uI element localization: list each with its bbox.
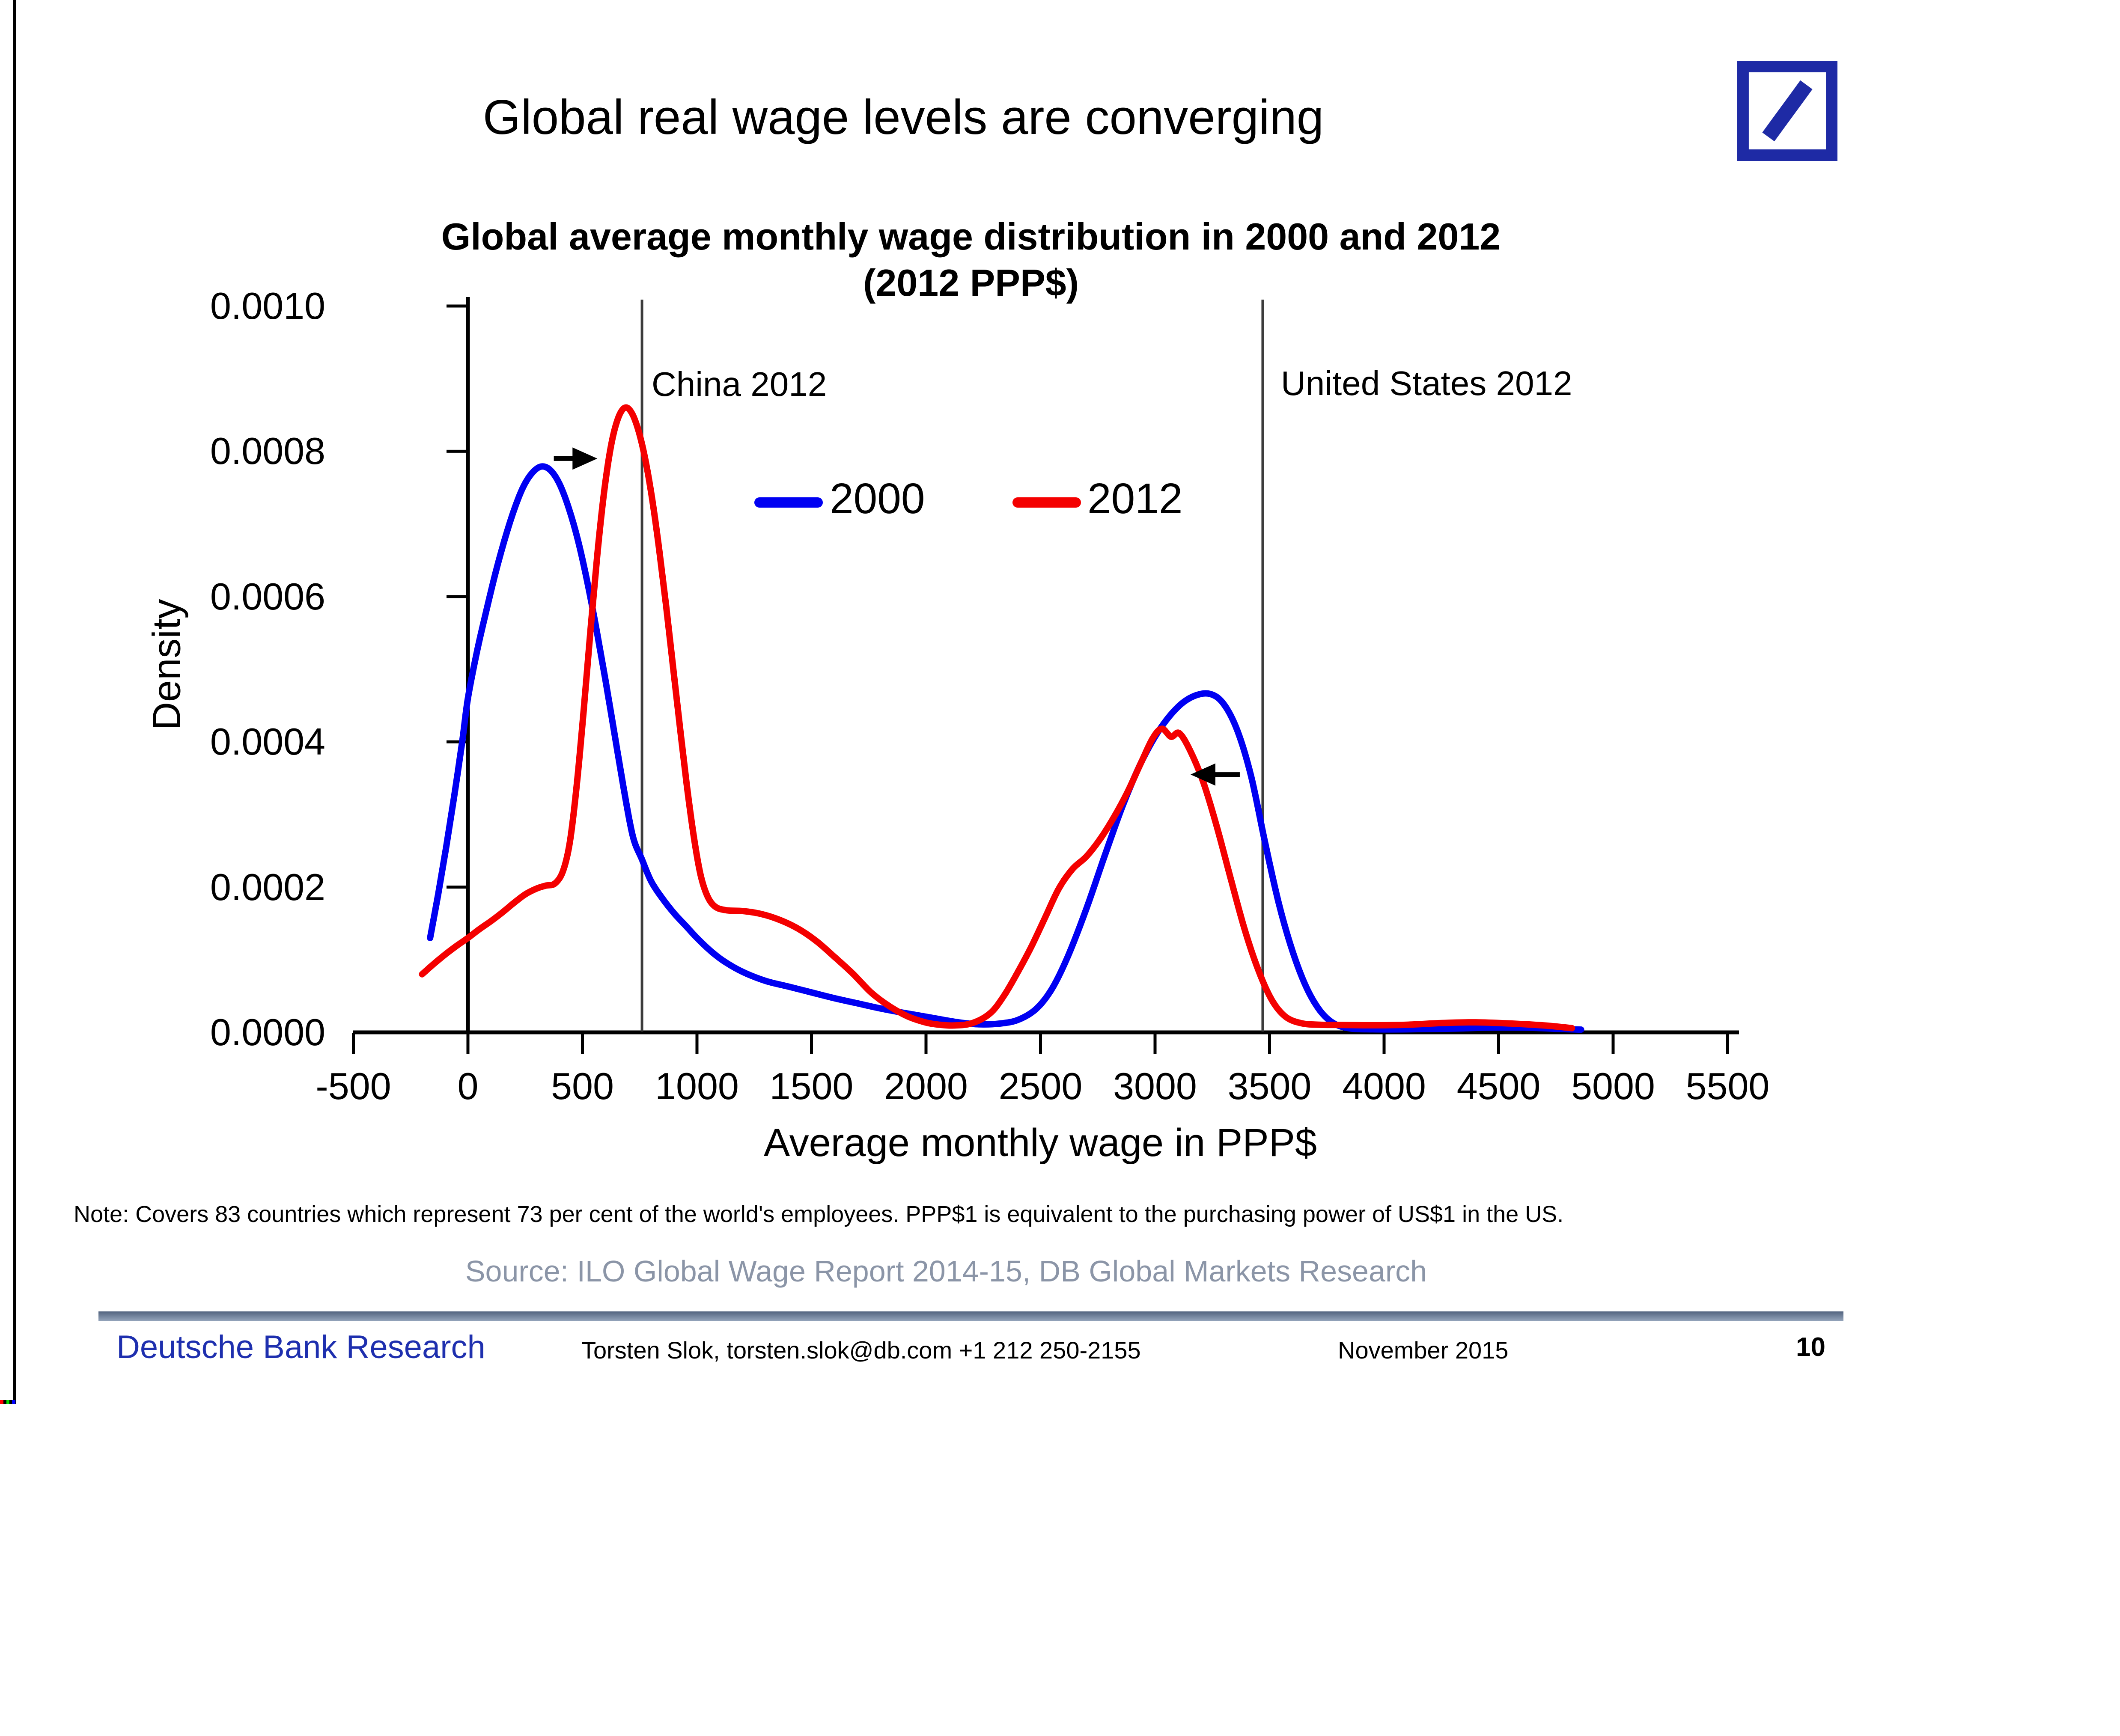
source-text: Source: ILO Global Wage Report 2014-15, … (465, 1254, 1427, 1288)
united-states-2012-annotation: United States 2012 (1281, 364, 1572, 402)
y-tick-label: 0.0000 (210, 1011, 325, 1053)
x-tick-label: 3000 (1113, 1065, 1197, 1107)
legend-swatch-2012 (1012, 497, 1081, 508)
page-edge-artifact (9, 1400, 12, 1404)
deutsche-bank-logo (1736, 59, 1839, 163)
y-axis-title: Density (145, 599, 189, 731)
x-tick-label: 2000 (884, 1065, 968, 1107)
page-edge-artifact (3, 1400, 6, 1404)
page-title: Global real wage levels are converging (482, 90, 1324, 145)
x-tick-label: 2500 (998, 1065, 1083, 1107)
china-2012-annotation: China 2012 (652, 365, 827, 403)
footer-contact: Torsten Slok, torsten.slok@db.com +1 212… (581, 1337, 1141, 1364)
y-tick-label: 0.0004 (210, 720, 325, 763)
note-text: Note: Covers 83 countries which represen… (74, 1201, 1564, 1227)
x-axis-title: Average monthly wage in PPP$ (763, 1121, 1317, 1165)
x-tick-label: 4000 (1342, 1065, 1426, 1107)
x-tick-label: 500 (551, 1065, 614, 1107)
page-edge-artifact (6, 1400, 9, 1404)
x-tick-label: 0 (457, 1065, 479, 1107)
y-tick-label: 0.0002 (210, 865, 325, 908)
x-tick-label: 5000 (1571, 1065, 1655, 1107)
y-tick-label: 0.0010 (210, 285, 325, 327)
x-tick-label: -500 (316, 1065, 391, 1107)
footer-date: November 2015 (1338, 1337, 1509, 1364)
page-edge-artifact (12, 1400, 15, 1404)
x-tick-label: 4500 (1456, 1065, 1541, 1107)
footer-divider (98, 1311, 1843, 1321)
footer-brand: Deutsche Bank Research (116, 1329, 485, 1365)
legend-label-2000: 2000 (830, 475, 925, 523)
page-edge-line (13, 0, 16, 1404)
x-tick-label: 3500 (1227, 1065, 1312, 1107)
page-edge-artifact (0, 1400, 3, 1404)
x-tick-label: 1000 (655, 1065, 739, 1107)
x-tick-label: 5500 (1685, 1065, 1770, 1107)
y-tick-label: 0.0008 (210, 430, 325, 473)
legend-swatch-2000 (754, 497, 823, 508)
footer-page-number: 10 (1796, 1332, 1825, 1362)
chart-title: Global average monthly wage distribution… (441, 215, 1501, 258)
deutsche-bank-logo-icon (1736, 59, 1839, 163)
x-tick-label: 1500 (769, 1065, 854, 1107)
y-tick-label: 0.0006 (210, 575, 325, 618)
chart-subtitle: (2012 PPP$) (863, 262, 1079, 304)
legend-label-2012: 2012 (1087, 475, 1183, 523)
